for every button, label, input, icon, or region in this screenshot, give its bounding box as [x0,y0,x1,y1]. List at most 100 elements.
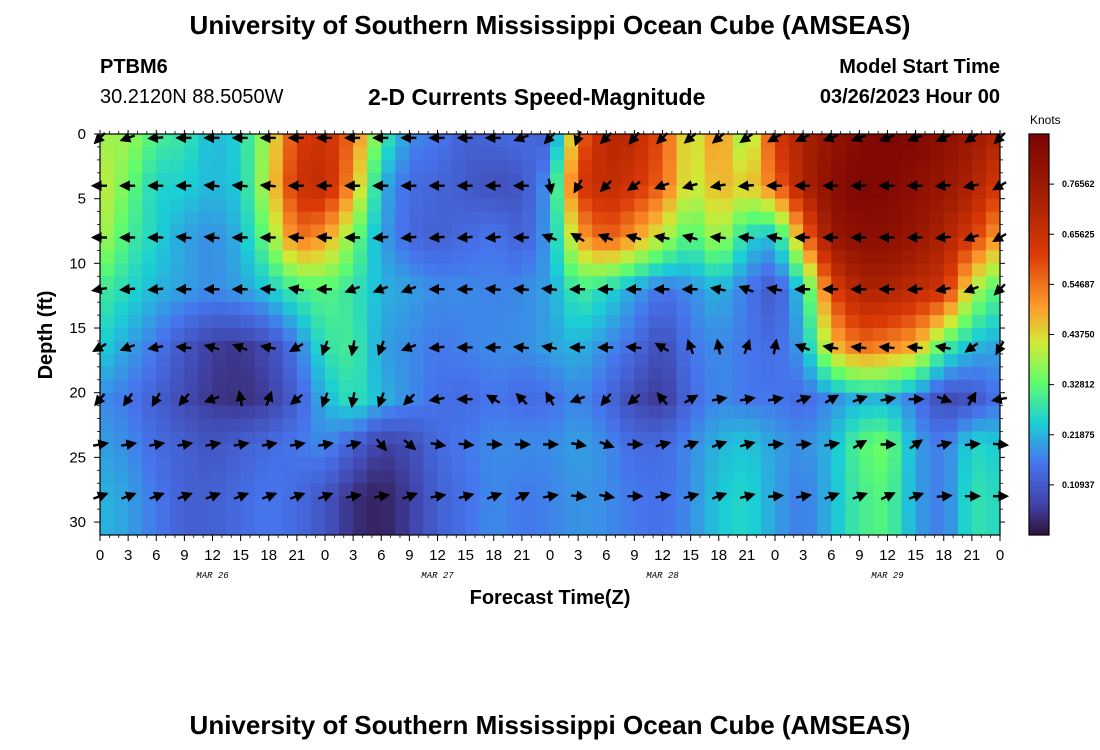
heatmap-cell [226,276,242,290]
heatmap-cell [620,405,635,420]
heatmap-cell [718,418,734,433]
heatmap-cell [971,146,987,161]
heatmap-cell [114,483,129,497]
heatmap-cell [226,315,242,329]
heatmap-cell [254,457,270,471]
heatmap-cell [507,457,523,471]
heatmap-cell [985,405,1000,420]
current-arrow [964,132,979,144]
heatmap-cell [493,366,509,381]
heatmap-cell [704,250,720,264]
heatmap-cell [226,159,242,174]
heatmap-cell [100,328,115,342]
heatmap-cell [465,134,481,148]
heatmap-cell [128,522,143,535]
heatmap-cell [803,146,818,161]
current-arrow [177,491,193,502]
heatmap-cell [240,250,256,264]
heatmap-cell [803,509,818,523]
heatmap-cell [789,418,804,433]
heatmap-cell [437,237,453,252]
heatmap-cell [423,172,439,187]
heatmap-cell [732,172,748,187]
heatmap-cell [310,159,326,174]
heatmap-cell [550,457,565,471]
heatmap-cell [240,340,256,355]
heatmap-cell [156,509,171,523]
current-arrow [119,341,136,352]
current-arrow [571,490,588,502]
heatmap-cell [156,172,171,187]
heatmap-cell [310,431,326,446]
heatmap-cell [845,405,860,420]
heatmap-cell [915,211,931,226]
heatmap-cell [957,470,973,484]
y-axis-label: Depth (ft) [35,291,57,380]
heatmap-cell [184,211,200,226]
heatmap-cell [465,146,481,161]
heatmap-cell [100,315,115,329]
heatmap-cell [325,159,340,174]
heatmap-cell [887,444,903,458]
heatmap-cell [507,146,523,161]
heatmap-cell [803,302,818,316]
heatmap-cell [943,146,959,161]
heatmap-cell [296,302,312,316]
heatmap-cell [353,315,368,329]
heatmap-cell [789,496,804,510]
heatmap-cell [648,405,664,420]
heatmap-cell [704,328,720,342]
heatmap-cell [128,496,143,510]
heatmap-cell [760,289,776,303]
heatmap-cell [184,289,200,303]
x-tick-label: 0 [771,547,779,564]
heatmap-cell [789,509,804,523]
heatmap-cell [521,340,537,355]
heatmap-cell [775,328,790,342]
heatmap-cell [746,457,762,471]
heatmap-cell [339,276,354,290]
heatmap-cell [507,172,523,187]
heatmap-cell [943,250,959,264]
heatmap-cell [845,250,860,264]
heatmap-cell [817,366,832,381]
heatmap-cell [648,353,664,368]
heatmap-cell [760,483,776,497]
current-arrow [175,342,192,353]
heatmap-cell [704,146,720,161]
heatmap-cell [142,444,157,458]
heatmap-cell [662,237,678,252]
heatmap-cell [676,470,692,484]
heatmap-cell [156,353,171,368]
heatmap-cell [789,302,804,316]
heatmap-cell [128,379,143,394]
heatmap-cell [226,509,242,523]
heatmap-cell [142,211,157,226]
heatmap-cell [535,496,551,510]
heatmap-cell [845,418,860,433]
heatmap-cell [409,509,425,523]
x-tick-label: 21 [964,547,981,564]
heatmap-cell [507,470,523,484]
heatmap-cell [732,431,748,446]
heatmap-cell [915,457,931,471]
heatmap-cell [634,496,650,510]
heatmap-cell [564,302,579,316]
heatmap-cell [760,496,776,510]
colorbar-tick-label: 0.43750 [1062,330,1095,340]
current-arrow [654,342,670,353]
heatmap-cell [170,134,185,148]
heatmap-cell [226,250,242,264]
heatmap-cell [493,496,509,510]
heatmap-cell [803,315,818,329]
heatmap-cell [212,263,228,277]
current-arrow [458,438,475,450]
heatmap-cell [760,302,776,316]
heatmap-cell [465,328,481,342]
heatmap-cell [381,159,396,174]
heatmap-cell [367,328,382,342]
heatmap-cell [606,237,621,252]
heatmap-cell [732,302,748,316]
heatmap-cell [915,159,931,174]
heatmap-cell [381,522,396,535]
